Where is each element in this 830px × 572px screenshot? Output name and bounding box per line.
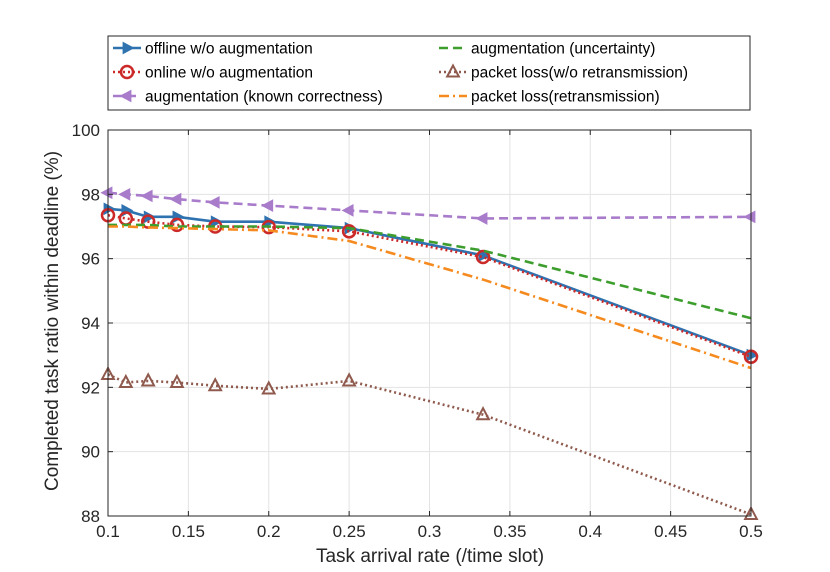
y-tick-label: 94 (81, 314, 100, 333)
legend-marker (119, 64, 135, 80)
y-tick-label: 92 (81, 378, 100, 397)
x-tick-label: 0.5 (739, 522, 763, 541)
legend: offline w/o augmentation online w/o augme… (107, 35, 751, 111)
y-axis-title: Completed task ratio within deadline (%) (42, 151, 63, 491)
legend-label: packet loss(w/o retransmission) (471, 65, 688, 82)
legend-box (107, 35, 751, 111)
x-tick-label: 0.2 (257, 522, 281, 541)
legend-label: online w/o augmentation (145, 65, 313, 82)
data-point (140, 372, 156, 387)
y-tick-label: 96 (81, 250, 100, 269)
y-tick-label: 90 (81, 443, 100, 462)
x-tick-label: 0.3 (418, 522, 442, 541)
data-point (341, 224, 357, 239)
data-point (118, 187, 131, 201)
data-point (207, 196, 220, 209)
x-tick-label: 0.1 (96, 522, 120, 541)
series-line (107, 373, 752, 516)
data-point (207, 377, 223, 392)
legend-item: augmentation (uncertainty) (439, 41, 655, 58)
series-6 (108, 225, 752, 370)
data-point (169, 373, 185, 389)
series-5 (100, 365, 759, 520)
legend-label: packet loss(retransmission) (471, 89, 660, 106)
legend-label: augmentation (uncertainty) (471, 41, 655, 58)
series-line (108, 225, 752, 370)
legend-item: packet loss(w/o retransmission) (439, 63, 688, 82)
data-point (100, 186, 113, 200)
legend-marker (119, 89, 132, 103)
legend-label: augmentation (known correctness) (145, 89, 383, 106)
data-point (341, 372, 357, 387)
x-tick-label: 0.45 (654, 522, 687, 541)
data-point (475, 406, 491, 421)
x-tick-label: 0.4 (578, 522, 602, 541)
data-point (743, 505, 759, 520)
legend-label: offline w/o augmentation (145, 41, 313, 58)
plot-series (100, 186, 759, 520)
y-tick-label: 88 (81, 507, 100, 526)
legend-item: augmentation (known correctness) (113, 89, 383, 106)
legend-marker (122, 41, 135, 55)
legend-item: online w/o augmentation (113, 65, 313, 82)
data-point (475, 212, 488, 225)
legend-item: offline w/o augmentation (113, 41, 313, 58)
x-tick-label: 0.35 (493, 522, 526, 541)
x-tick-label: 0.25 (333, 522, 366, 541)
data-point (140, 189, 153, 203)
data-point (475, 249, 491, 265)
data-point (169, 192, 182, 206)
legend-marker (445, 63, 461, 78)
y-tick-label: 100 (72, 121, 100, 140)
series-line (107, 213, 752, 358)
series-3 (100, 186, 756, 225)
data-point (478, 249, 491, 262)
data-point (743, 210, 756, 224)
data-point (341, 204, 354, 217)
grid (107, 129, 752, 517)
y-tick-label: 98 (81, 185, 100, 204)
data-point (118, 373, 134, 389)
legend-item: packet loss(retransmission) (439, 89, 660, 106)
x-tick-label: 0.15 (172, 522, 205, 541)
axis-ticks: 0.1 0.15 0.2 0.25 0.3 0.35 0.4 0.45 0.5 88 90 92 94 9… (72, 121, 763, 541)
x-axis-title: Task arrival rate (/time slot) (316, 546, 544, 567)
data-point (261, 380, 277, 395)
data-point (261, 199, 274, 212)
